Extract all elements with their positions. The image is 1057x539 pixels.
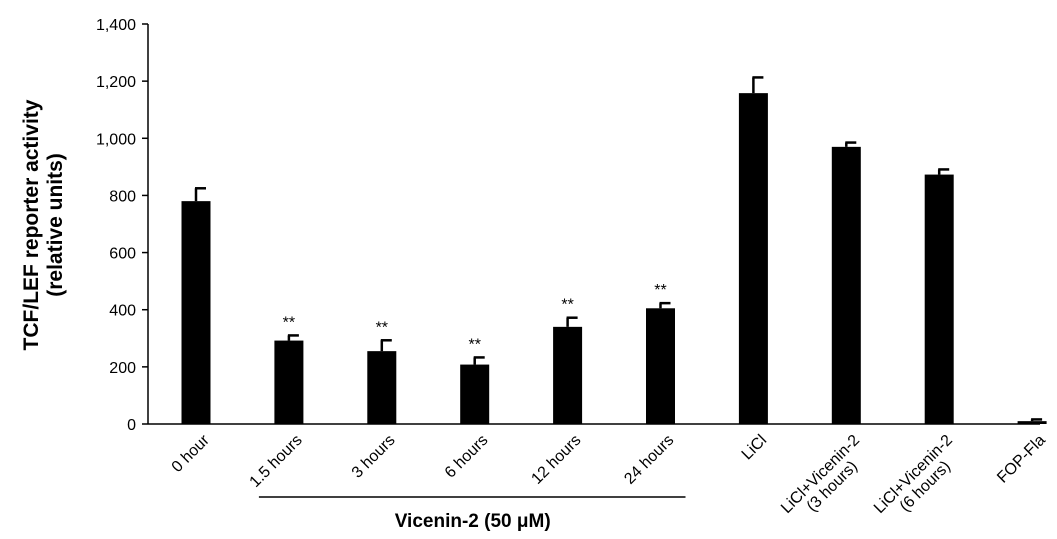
- bar: [738, 93, 768, 425]
- bar: [831, 146, 861, 424]
- annotations: ** ** ** ** **: [283, 282, 667, 353]
- bar: [181, 201, 211, 424]
- y-tick-label: 800: [109, 188, 136, 205]
- bar: [553, 326, 583, 424]
- bar: [646, 308, 675, 424]
- x-tick-label: 0 hour: [169, 431, 214, 476]
- y-tick-label: 1,400: [96, 17, 136, 34]
- x-tick-label: FOP-Fla: [994, 432, 1049, 487]
- x-tick-label: LiCl+Vicenin-2(3 hours): [778, 432, 875, 529]
- significance-marker: **: [561, 297, 573, 314]
- significance-marker: **: [468, 336, 480, 353]
- y-axis-title-line1: TCF/LEF reporter activity: [20, 99, 43, 350]
- y-tick-label: 200: [109, 360, 136, 377]
- bar: [274, 340, 304, 424]
- bar: [367, 351, 397, 424]
- x-tick-label: LiCl: [739, 432, 771, 464]
- y-tick-label: 1,200: [96, 74, 136, 91]
- y-tick-label: 1,000: [96, 131, 136, 148]
- x-tick-label: 24 hours: [621, 432, 677, 488]
- y-axis-title-line2: (relative units): [44, 153, 67, 297]
- bars: [181, 76, 1047, 425]
- y-tick-label: 400: [109, 303, 136, 320]
- x-tick-label: 3 hours: [349, 432, 399, 482]
- x-tick-label: 12 hours: [528, 432, 584, 488]
- bar: [924, 174, 954, 424]
- y-tick-label: 0: [127, 417, 136, 434]
- significance-marker: **: [376, 319, 388, 336]
- bar: [1017, 421, 1047, 424]
- bar: [460, 364, 490, 424]
- y-tick-label: 600: [109, 246, 136, 263]
- significance-marker: **: [654, 282, 666, 299]
- x-tick-label: 1.5 hours: [247, 432, 306, 491]
- x-tick-label: LiCl+Vicenin-2(6 hours): [871, 432, 968, 529]
- x-tick-label: 6 hours: [442, 432, 492, 482]
- x-axis-labels: 0 hour 1.5 hours 3 hours 6 hours 12 hours 24 …: [169, 431, 1049, 529]
- significance-marker: **: [283, 314, 295, 331]
- group-label: Vicenin-2 (50 μM): [395, 511, 551, 532]
